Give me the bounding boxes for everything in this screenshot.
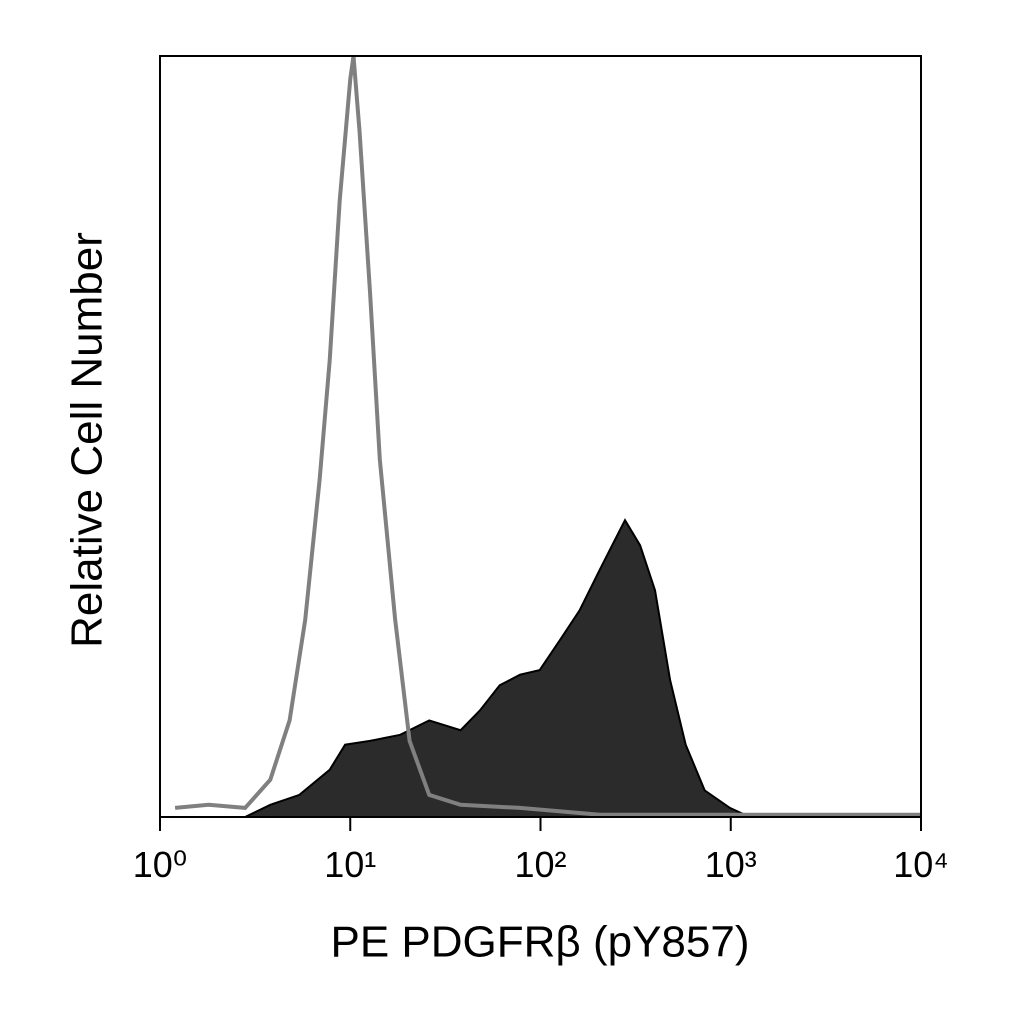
x-tick-label: 10¹ xyxy=(324,844,376,885)
y-axis-title: Relative Cell Number xyxy=(63,232,112,648)
x-tick-label: 10⁴ xyxy=(893,844,949,885)
x-tick-label: 10⁰ xyxy=(133,844,187,885)
x-tick-label: 10² xyxy=(514,844,566,885)
x-tick-label: 10³ xyxy=(705,844,757,885)
histogram-area xyxy=(244,518,921,818)
x-axis-title: PE PDGFRβ (pY857) xyxy=(331,918,750,967)
